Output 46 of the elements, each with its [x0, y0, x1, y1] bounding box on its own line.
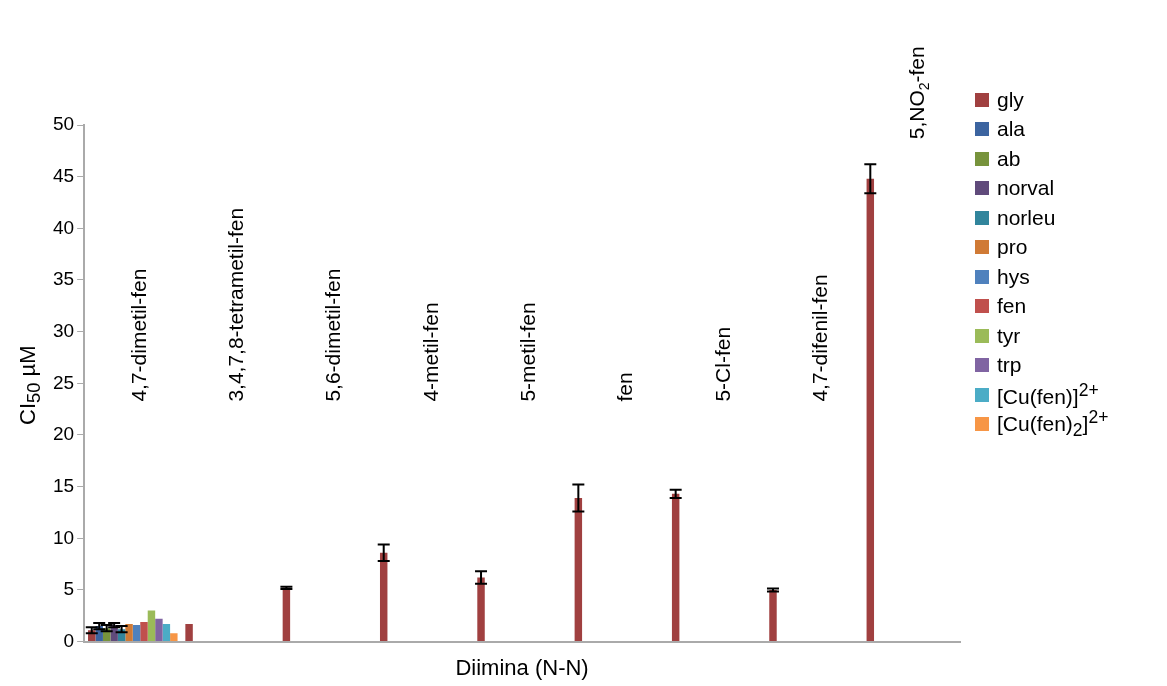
- bar: [140, 621, 148, 642]
- bar: [769, 589, 777, 642]
- bar: [477, 577, 485, 642]
- x-tick-label: 5,NO2-fen: [905, 46, 933, 140]
- legend-label: ala: [997, 117, 1026, 142]
- bar: [671, 493, 680, 642]
- legend-label: pro: [997, 235, 1028, 260]
- x-tick-label: 3,4,7,8-tetrametil-fen: [223, 207, 247, 402]
- y-tick-label: 30: [52, 319, 75, 341]
- bar: [155, 618, 163, 642]
- x-axis-title: Diimina (N-N): [455, 654, 589, 680]
- y-tick-label: 40: [52, 216, 75, 238]
- bar: [282, 587, 291, 642]
- bar: [147, 610, 156, 642]
- y-tick-label: 20: [52, 423, 75, 445]
- bar: [125, 624, 133, 642]
- legend-label: norleu: [997, 205, 1056, 230]
- bar: [866, 178, 875, 642]
- y-tick-label: 25: [52, 371, 75, 393]
- y-tick-label: 0: [63, 629, 75, 651]
- x-tick-label: fen: [613, 372, 637, 402]
- y-tick-label: 50: [52, 113, 75, 135]
- legend-label: [Cu(fen)]$^{2+}$: [997, 380, 1099, 409]
- y-tick-label: 15: [52, 474, 75, 496]
- y-tick-label: 5: [63, 578, 75, 600]
- legend-label: ab: [997, 146, 1021, 171]
- x-tick-label: 4,7-dimetil-fen: [126, 268, 150, 402]
- x-tick-label: 5,6-dimetil-fen: [321, 268, 345, 402]
- legend-label: gly: [997, 87, 1024, 112]
- bar: [574, 497, 583, 642]
- x-tick-label: 5-metil-fen: [515, 302, 539, 402]
- bar: [132, 625, 141, 642]
- legend-label: tyr: [997, 323, 1021, 348]
- x-tick-label: 4-metil-fen: [418, 302, 442, 402]
- legend-label: norval: [997, 176, 1055, 201]
- x-tick-label: 4,7-difenil-fen: [807, 274, 831, 402]
- legend-label: trp: [997, 353, 1022, 378]
- x-tick-label: 5-Cl-fen: [710, 326, 734, 402]
- y-tick-label: 35: [52, 268, 75, 290]
- legend-label: hys: [997, 264, 1030, 289]
- bar: [170, 633, 178, 642]
- legend-label: [Cu(fen)$_{2}$]$^{2+}$: [997, 407, 1109, 442]
- y-tick-label: 45: [52, 164, 75, 186]
- y-tick-label: 10: [52, 526, 75, 548]
- bar: [185, 624, 193, 642]
- bar: [162, 624, 171, 642]
